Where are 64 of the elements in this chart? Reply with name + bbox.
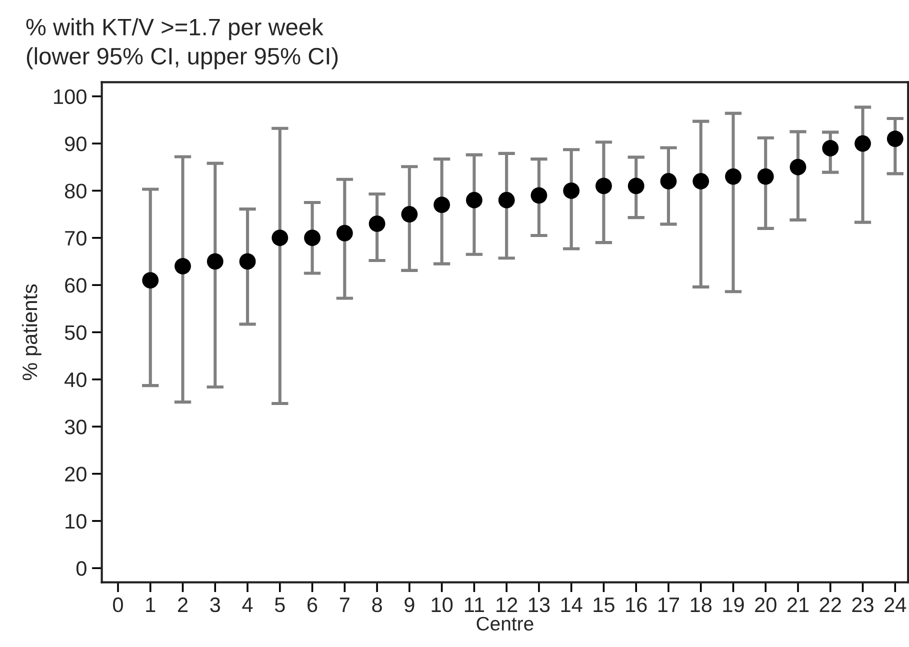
x-tick-label: 21 [787,597,809,612]
point [304,230,320,246]
x-tick-label: 3 [210,597,220,612]
x-tick-label: 6 [308,597,318,612]
chart-subtitle: (lower 95% CI, upper 95% CI) [26,47,338,70]
y-tick-label: 90 [65,136,86,152]
point [725,168,742,185]
point [886,130,904,148]
x-tick-label: 0 [113,597,123,612]
x-tick-label: 5 [274,598,285,612]
point [563,182,580,199]
y-tick-label: 70 [65,230,86,246]
x-tick-label: 22 [820,597,841,612]
x-tick-label: 11 [464,598,484,612]
point [272,230,288,246]
chart-title: % with KT/V >=1.7 per week [26,18,324,40]
x-tick-label: 1 [146,598,156,612]
x-tick-label: 17 [658,598,680,612]
x-tick-label: 13 [528,597,550,612]
point [142,272,159,289]
point [692,173,710,190]
y-tick-label: 0 [76,561,86,576]
point [822,140,839,156]
point [206,253,224,270]
y-tick-label: 60 [65,278,86,293]
x-tick-label: 24 [884,597,906,612]
point [239,253,256,270]
x-tick-label: 15 [594,598,614,612]
y-tick-label: 80 [64,184,86,198]
x-tick-label: 8 [372,597,382,612]
x-tick-label: 4 [242,598,253,612]
y-tick-label: 40 [64,372,86,388]
point [854,135,871,152]
point [595,178,612,194]
y-tick-label: 30 [64,420,86,434]
x-tick-label: 19 [723,597,744,612]
point [790,158,806,176]
x-tick-label: 23 [852,597,874,612]
point [174,258,191,274]
x-tick-label: 18 [690,597,712,612]
point [336,224,353,242]
y-axis-title: % patients [22,284,42,380]
point [466,192,482,208]
x-tick-label: 14 [561,598,582,612]
y-tick-label: 50 [64,325,86,340]
point [498,192,515,208]
x-tick-label: 10 [432,597,453,612]
point [434,196,450,214]
x-tick-label: 16 [626,597,647,612]
point [530,187,548,204]
y-tick-label: 20 [65,466,86,482]
point [401,206,418,222]
y-tick-label: 10 [66,514,86,529]
point [628,178,644,194]
x-tick-label: 7 [340,598,350,612]
y-tick-label: 100 [54,89,86,104]
x-axis-title: Centre [476,616,534,631]
x-tick-label: 20 [755,597,776,612]
x-tick-label: 2 [178,597,188,612]
point [368,216,386,232]
point [757,168,774,185]
point [660,173,677,190]
x-tick-label: 12 [496,597,518,612]
x-tick-label: 9 [404,597,414,612]
